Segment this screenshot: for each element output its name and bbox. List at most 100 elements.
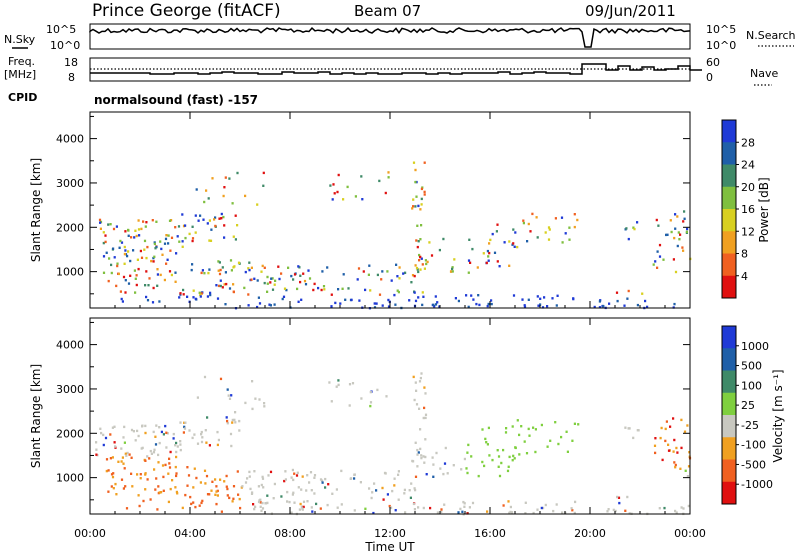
- echo-cell: [488, 242, 491, 245]
- echo-cell: [304, 283, 308, 286]
- echo-cell: [514, 446, 517, 449]
- echo-cell: [481, 428, 484, 431]
- echo-cell: [662, 258, 665, 261]
- echo-cell: [658, 243, 662, 247]
- echo-cell: [124, 291, 127, 294]
- echo-cell: [431, 456, 434, 459]
- freq-left-tick-bottom: 8: [68, 71, 75, 84]
- echo-cell: [487, 259, 490, 262]
- echo-cell: [200, 501, 203, 505]
- echo-cell: [183, 425, 186, 429]
- echo-cell: [486, 249, 489, 253]
- echo-cell: [485, 261, 488, 265]
- echo-cell: [107, 279, 110, 283]
- echo-cell: [686, 475, 689, 478]
- echo-cell: [471, 501, 475, 505]
- echo-cell: [205, 441, 208, 444]
- echo-cell: [179, 421, 182, 424]
- echo-cell: [442, 472, 445, 476]
- echo-cell: [413, 291, 416, 294]
- echo-cell: [477, 294, 480, 297]
- echo-cell: [369, 289, 372, 292]
- echo-cell: [302, 500, 306, 503]
- echo-cell: [219, 284, 222, 288]
- freq-left-tick-top: 18: [64, 56, 78, 69]
- echo-cell: [511, 459, 514, 462]
- echo-cell: [337, 379, 340, 382]
- echo-cell: [344, 298, 347, 301]
- echo-cell: [298, 508, 301, 511]
- echo-cell: [282, 295, 286, 298]
- echo-cell: [568, 226, 571, 229]
- echo-cell: [261, 475, 264, 479]
- echo-cell: [528, 434, 531, 437]
- echo-cell: [194, 231, 197, 234]
- echo-cell: [146, 455, 149, 458]
- echo-cell: [172, 437, 175, 440]
- echo-cell: [124, 485, 127, 488]
- echo-cell: [310, 506, 313, 509]
- echo-cell: [330, 400, 333, 403]
- echo-cell: [225, 485, 228, 488]
- echo-cell: [224, 271, 227, 274]
- echo-cell: [568, 238, 571, 241]
- echo-cell: [387, 298, 390, 302]
- echo-cell: [154, 443, 158, 446]
- echo-cell: [667, 449, 671, 452]
- echo-cell: [288, 500, 291, 504]
- echo-cell: [138, 504, 141, 508]
- echo-cell: [337, 288, 340, 291]
- echo-cell: [616, 299, 619, 303]
- echo-cell: [237, 493, 240, 496]
- echo-cell: [627, 289, 630, 293]
- colorbar-swatch: [722, 209, 736, 232]
- echo-cell: [484, 437, 487, 441]
- freq-right-tick-top: 60: [706, 56, 720, 69]
- echo-cell: [191, 263, 194, 266]
- echo-cell: [512, 294, 516, 297]
- echo-cell: [523, 304, 526, 307]
- echo-cell: [300, 505, 303, 508]
- echo-cell: [652, 263, 655, 266]
- echo-cell: [301, 507, 304, 510]
- echo-cell: [109, 433, 112, 436]
- echo-cell: [560, 435, 563, 439]
- echo-cell: [182, 288, 185, 292]
- echo-cell: [513, 457, 516, 460]
- echo-cell: [143, 248, 146, 251]
- echo-cell: [451, 266, 454, 269]
- echo-cell: [170, 273, 173, 277]
- echo-cell: [511, 425, 514, 428]
- echo-cell: [137, 267, 140, 271]
- echo-cell: [654, 451, 657, 455]
- echo-cell: [138, 234, 141, 237]
- echo-cell: [263, 405, 266, 408]
- echo-cell: [109, 223, 112, 226]
- x-tick-label: 16:00: [474, 527, 506, 540]
- echo-cell: [175, 441, 178, 445]
- echo-cell: [215, 485, 218, 488]
- y-tick-label: 4000: [56, 339, 84, 352]
- colorbar-swatch: [722, 120, 736, 143]
- echo-cell: [393, 477, 396, 480]
- freq-panel: [89, 57, 691, 82]
- echo-cell: [682, 507, 685, 510]
- echo-cell: [577, 423, 580, 426]
- echo-cell: [192, 486, 195, 489]
- echo-cell: [681, 246, 684, 249]
- echo-cell: [397, 498, 400, 501]
- echo-cell: [394, 303, 397, 306]
- echo-cell: [261, 264, 264, 268]
- echo-cell: [664, 439, 667, 443]
- echo-cell: [673, 461, 676, 464]
- echo-cell: [273, 283, 276, 286]
- echo-cell: [201, 499, 204, 503]
- echo-cell: [234, 214, 237, 217]
- echo-cell: [396, 289, 399, 292]
- echo-cell: [123, 467, 126, 470]
- echo-cell: [132, 249, 135, 252]
- colorbar-swatch: [722, 253, 736, 277]
- echo-cell: [606, 510, 609, 513]
- echo-cell: [155, 477, 158, 480]
